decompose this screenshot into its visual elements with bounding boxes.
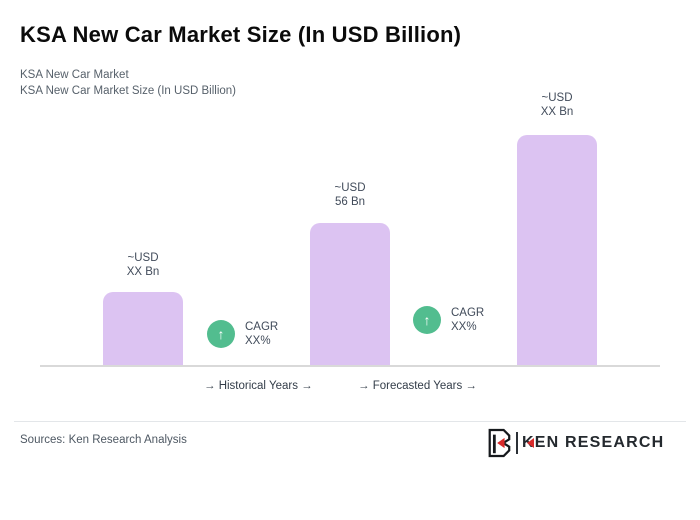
ken-research-logo-icon [488, 428, 511, 458]
bar-forecast [517, 135, 597, 365]
cagr-badge-1: ↑ [207, 320, 235, 348]
sources-text: Sources: Ken Research Analysis [20, 434, 187, 446]
subtitle-line-1: KSA New Car Market [20, 69, 129, 81]
forecasted-years-label: → Forecasted Years → [358, 380, 477, 392]
up-arrow-icon: ↑ [423, 312, 431, 328]
logo-wordmark: K EN RESEARCH [522, 434, 665, 451]
chart-subtitle: KSA New Car Market KSA New Car Market Si… [20, 67, 236, 99]
bar-value-label-3: ~USD XX Bn [540, 92, 574, 118]
up-arrow-icon: ↑ [217, 326, 225, 342]
bar-value-label-2: ~USD 56 Bn [334, 182, 366, 208]
cagr-text-2: CAGR XX% [451, 307, 485, 333]
bar-value-label-1: ~USD XX Bn [126, 252, 160, 278]
x-axis-line [40, 365, 660, 367]
footer-divider [14, 421, 686, 422]
cagr-text-1: CAGR XX% [245, 321, 279, 347]
logo-red-triangle-icon [526, 438, 534, 448]
cagr-badge-2: ↑ [413, 306, 441, 334]
bar-base-year [310, 223, 390, 365]
historical-years-label: → Historical Years → [204, 380, 313, 392]
ken-research-logo: K EN RESEARCH [486, 428, 664, 458]
logo-separator [516, 432, 518, 454]
subtitle-line-2: KSA New Car Market Size (In USD Billion) [20, 85, 237, 97]
page-title: KSA New Car Market Size (In USD Billion) [20, 22, 462, 47]
bar-historical [103, 292, 183, 365]
